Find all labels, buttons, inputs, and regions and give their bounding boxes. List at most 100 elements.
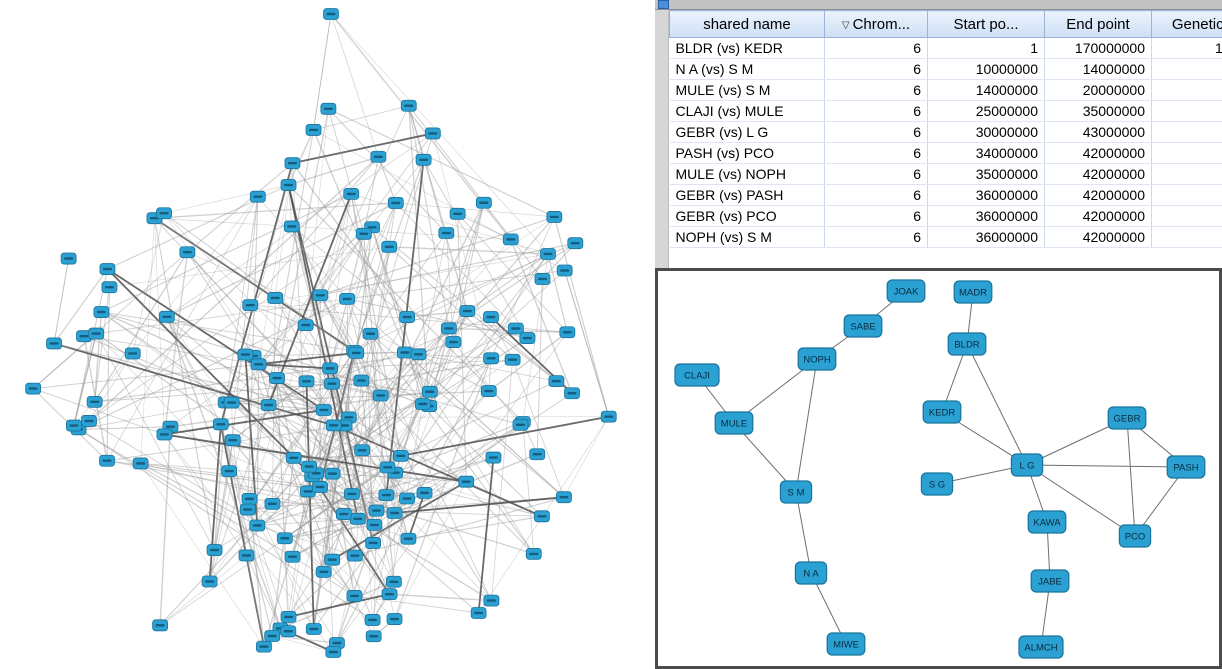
cell-value: 8.4 (1151, 205, 1222, 227)
node-label: MULE (721, 419, 747, 430)
network-overview-panel[interactable] (0, 0, 655, 669)
cell-shared-name: PASH (vs) PCO (669, 142, 825, 164)
column-header-label: Chrom... (852, 15, 911, 33)
cell-value: 170000000 (1044, 37, 1152, 59)
cell-value: 35000000 (1044, 100, 1152, 122)
cell-shared-name: N A (vs) S M (669, 58, 825, 80)
cell-value: 25000000 (927, 100, 1045, 122)
cell-shared-name: GEBR (vs) L G (669, 121, 825, 143)
edge-l-g-pco[interactable] (1026, 464, 1136, 537)
node-label: KEDR (929, 408, 956, 419)
node-kawa[interactable]: KAWA (1027, 510, 1067, 534)
cell-value: 6 (824, 100, 928, 122)
node-gebr[interactable]: GEBR (1107, 406, 1147, 430)
cell-value: 6 (824, 163, 928, 185)
node-label: JABE (1038, 577, 1062, 588)
cell-value: 20000000 (1044, 79, 1152, 101)
column-header-end-point[interactable]: End point (1044, 10, 1152, 38)
cell-value: 6 (824, 184, 928, 206)
table-row[interactable]: GEBR (vs) L G6300000004300000016.9 (669, 121, 1222, 143)
window-icon (658, 0, 669, 9)
table-row[interactable]: BLDR (vs) KEDR61170000000192.0 (669, 37, 1222, 59)
cell-value: 6 (824, 37, 928, 59)
table-row[interactable]: GEBR (vs) PCO636000000420000008.4 (669, 205, 1222, 227)
node-noph[interactable]: NOPH (797, 347, 837, 371)
node-l-g[interactable]: L G (1010, 453, 1044, 477)
node-s-g[interactable]: S G (920, 472, 954, 496)
table-row[interactable]: GEBR (vs) PASH636000000420000008.9 (669, 184, 1222, 206)
node-claji[interactable]: CLAJI (674, 363, 720, 387)
node-miwe[interactable]: MIWE (826, 632, 866, 656)
node-label: KAWA (1033, 518, 1061, 529)
node-label: GEBR (1114, 414, 1141, 425)
node-kedr[interactable]: KEDR (922, 400, 962, 424)
edge-attribute-table: shared name ▽ Chrom... Start po... End point… (669, 10, 1222, 248)
node-joak[interactable]: JOAK (886, 279, 926, 303)
cell-value: 16.9 (1151, 121, 1222, 143)
cell-shared-name: MULE (vs) S M (669, 79, 825, 101)
subnetwork-panel[interactable]: JOAK MADR SABE BLDR NOPH CLAJI KEDR GEBR MULE L G… (655, 268, 1222, 669)
node-almch[interactable]: ALMCH (1018, 635, 1064, 659)
column-header-start-po[interactable]: Start po... (927, 10, 1045, 38)
node-sabe[interactable]: SABE (843, 314, 883, 338)
table-area: shared name ▽ Chrom... Start po... End point… (655, 10, 1222, 268)
cell-value: 7.5 (1151, 79, 1222, 101)
table-row[interactable]: MULE (vs) NOPH6350000004200000010.5 (669, 163, 1222, 185)
table-row[interactable]: NOPH (vs) S M636000000420000009.9 (669, 226, 1222, 248)
edge-gebr-pco[interactable] (1126, 417, 1136, 537)
node-jabe[interactable]: JABE (1030, 569, 1070, 593)
subnetwork-canvas[interactable]: JOAK MADR SABE BLDR NOPH CLAJI KEDR GEBR MULE L G… (658, 271, 1219, 666)
node-pco[interactable]: PCO (1118, 524, 1152, 548)
table-row[interactable]: MULE (vs) S M614000000200000007.5 (669, 79, 1222, 101)
node-madr[interactable]: MADR (953, 280, 993, 304)
node-bldr[interactable]: BLDR (947, 332, 987, 356)
cell-value: 34000000 (927, 142, 1045, 164)
hairball-network-canvas[interactable] (0, 0, 655, 669)
edge-bldr-l-g[interactable] (966, 343, 1028, 466)
cell-shared-name: MULE (vs) NOPH (669, 163, 825, 185)
vertical-splitter[interactable] (655, 10, 669, 268)
filter-icon[interactable]: ▽ (841, 19, 850, 31)
cell-value: 42000000 (1044, 226, 1152, 248)
cell-shared-name: GEBR (vs) PASH (669, 184, 825, 206)
cell-shared-name: BLDR (vs) KEDR (669, 37, 825, 59)
hairball-nodes[interactable] (25, 8, 617, 658)
column-header-genetic[interactable]: Genetic... (1151, 10, 1222, 38)
node-label: S M (788, 488, 805, 499)
node-mule[interactable]: MULE (714, 411, 754, 435)
table-row[interactable]: N A (vs) S M610000000140000006.6 (669, 58, 1222, 80)
column-header-shared-name[interactable]: shared name (669, 10, 825, 38)
cell-value: 42000000 (1044, 163, 1152, 185)
edge-noph-s-m[interactable] (795, 358, 818, 493)
cell-value: 1 (927, 37, 1045, 59)
table-row[interactable]: PASH (vs) PCO6340000004200000011.4 (669, 142, 1222, 164)
node-s-m[interactable]: S M (779, 480, 813, 504)
node-label: N A (803, 569, 819, 580)
node-label: S G (929, 480, 945, 491)
column-header-label: shared name (703, 15, 791, 33)
table-row[interactable]: CLAJI (vs) MULE625000000350000005.9 (669, 100, 1222, 122)
node-n-a[interactable]: N A (794, 561, 828, 585)
cell-value: 6 (824, 121, 928, 143)
cell-value: 30000000 (927, 121, 1045, 143)
cell-value: 6 (824, 226, 928, 248)
node-pash[interactable]: PASH (1166, 455, 1206, 479)
node-label: SABE (850, 322, 875, 333)
table-header-row: shared name ▽ Chrom... Start po... End point… (669, 10, 1222, 38)
node-label: JOAK (894, 287, 919, 298)
cell-value: 42000000 (1044, 205, 1152, 227)
cell-value: 35000000 (927, 163, 1045, 185)
cell-value: 6 (824, 79, 928, 101)
edge-n-a-miwe[interactable] (810, 572, 847, 645)
right-column: shared name ▽ Chrom... Start po... End point… (655, 0, 1222, 669)
column-header-chrom[interactable]: ▽ Chrom... (824, 10, 928, 38)
cell-shared-name: GEBR (vs) PCO (669, 205, 825, 227)
node-label: PASH (1173, 463, 1198, 474)
cell-value: 10000000 (927, 58, 1045, 80)
node-label: MIWE (833, 640, 859, 651)
edge-table-panel: shared name ▽ Chrom... Start po... End point… (669, 10, 1222, 268)
edge-l-g-pash[interactable] (1026, 464, 1187, 468)
edge-s-m-n-a[interactable] (795, 491, 812, 574)
cell-value: 36000000 (927, 205, 1045, 227)
